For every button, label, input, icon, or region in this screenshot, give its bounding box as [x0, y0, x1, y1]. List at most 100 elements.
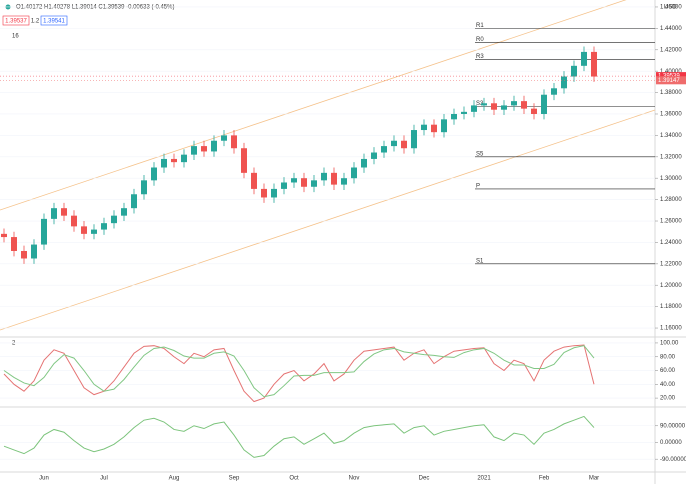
- candle-body: [71, 215, 77, 227]
- candle-body: [311, 180, 317, 187]
- candle-body: [491, 103, 497, 110]
- candle-body: [201, 146, 207, 152]
- candle-body: [531, 108, 537, 114]
- sell-button[interactable]: [2, 15, 30, 26]
- pane-label: 16: [12, 34, 19, 40]
- pane-label: 2: [12, 341, 16, 347]
- candle-body: [231, 135, 237, 149]
- candle-body: [561, 76, 567, 89]
- indicator-line: [3, 415, 595, 458]
- candle-body: [481, 103, 487, 106]
- candle-body: [171, 158, 177, 163]
- y-tick-label: 1.34000: [660, 133, 682, 139]
- currency[interactable]: USD: [664, 5, 677, 11]
- candle-body: [591, 51, 597, 77]
- y-tick-label: 60.00: [660, 368, 676, 374]
- candle-body: [211, 140, 217, 152]
- candle-body: [301, 178, 307, 187]
- pivot-label: P: [476, 183, 480, 189]
- candle-body: [381, 146, 387, 153]
- pivot-label: S5: [476, 151, 484, 157]
- channel-line: [0, 109, 656, 331]
- y-tick-label: 1.18000: [660, 304, 682, 310]
- candle-body: [111, 215, 117, 224]
- x-tick-label: Jul: [100, 476, 108, 482]
- sell-price[interactable]: 1.39537: [5, 19, 27, 25]
- candle-body: [281, 182, 287, 189]
- candle-body: [541, 94, 547, 114]
- y-tick-label: -90.00000: [660, 457, 686, 463]
- candle-body: [81, 226, 87, 234]
- y-tick-label: 0.00000: [660, 440, 682, 446]
- candle-body: [471, 105, 477, 112]
- candle-body: [151, 167, 157, 181]
- indicator-line: [3, 344, 595, 403]
- candle-body: [361, 158, 367, 168]
- spread: 1.2: [31, 19, 40, 25]
- candle-body: [141, 180, 147, 195]
- candle-body: [371, 152, 377, 159]
- candle-body: [441, 119, 447, 133]
- y-tick-label: 100.00: [660, 341, 679, 347]
- y-tick-label: 1.42000: [660, 47, 682, 53]
- candle-body: [431, 124, 437, 133]
- candle-body: [551, 88, 557, 95]
- candle-body: [121, 208, 127, 216]
- candle-body: [411, 130, 417, 149]
- y-tick-label: 1.44000: [660, 26, 682, 32]
- candle-body: [461, 111, 467, 114]
- x-tick-label: 2021: [477, 476, 491, 482]
- candle-body: [261, 188, 267, 198]
- candle-body: [581, 51, 587, 66]
- candle-body: [91, 229, 97, 234]
- candle-body: [511, 101, 517, 106]
- y-tick-label: 1.24000: [660, 240, 682, 246]
- candle-body: [221, 135, 227, 141]
- pivot-label: R0: [476, 37, 484, 43]
- x-tick-label: Mar: [589, 476, 599, 482]
- x-tick-label: Nov: [349, 476, 360, 482]
- candle-body: [251, 172, 257, 189]
- x-tick-label: Feb: [539, 476, 550, 482]
- candle-body: [1, 233, 7, 238]
- candle-body: [191, 146, 197, 155]
- y-tick-label: 20.00: [660, 396, 676, 402]
- y-tick-label: 1.16000: [660, 326, 682, 332]
- buy-button[interactable]: [40, 15, 68, 26]
- candle-body: [421, 124, 427, 131]
- candle-body: [331, 172, 337, 185]
- candle-body: [181, 154, 187, 163]
- y-tick-label: 1.30000: [660, 176, 682, 182]
- indicator-line: [3, 345, 595, 398]
- candle-body: [521, 101, 527, 109]
- candle-body: [61, 208, 67, 216]
- y-tick-label: 1.38000: [660, 90, 682, 96]
- x-tick-label: Dec: [419, 476, 430, 482]
- pivot-label: R3: [476, 54, 484, 60]
- y-tick-label: 1.26000: [660, 219, 682, 225]
- candle-body: [451, 113, 457, 120]
- y-tick-label: 1.46000: [660, 5, 682, 11]
- pivot-label: S3: [476, 101, 484, 107]
- candle-body: [291, 178, 297, 183]
- y-tick-label: 1.36000: [660, 112, 682, 118]
- y-tick-label: 40.00: [660, 382, 676, 388]
- x-tick-label: Sep: [229, 476, 240, 482]
- y-tick-label: 1.28000: [660, 197, 682, 203]
- pivot-label: R1: [476, 23, 484, 29]
- candle-body: [241, 148, 247, 173]
- candle-body: [131, 194, 137, 209]
- x-tick-label: Jun: [39, 476, 49, 482]
- candle-body: [341, 178, 347, 185]
- buy-price[interactable]: 1.39541: [43, 19, 65, 25]
- candle-body: [161, 158, 167, 168]
- ohlc-text: O1.40172 H1.40278 L1.39014 C1.39539 -0.0…: [16, 5, 174, 11]
- y-tick-label: 1.32000: [660, 154, 682, 160]
- candle-body: [41, 218, 47, 245]
- x-tick-label: Oct: [289, 476, 299, 482]
- channel-line: [0, 0, 627, 211]
- candle-body: [401, 140, 407, 149]
- y-tick-label: 90.00000: [660, 423, 686, 429]
- candle-body: [101, 223, 107, 230]
